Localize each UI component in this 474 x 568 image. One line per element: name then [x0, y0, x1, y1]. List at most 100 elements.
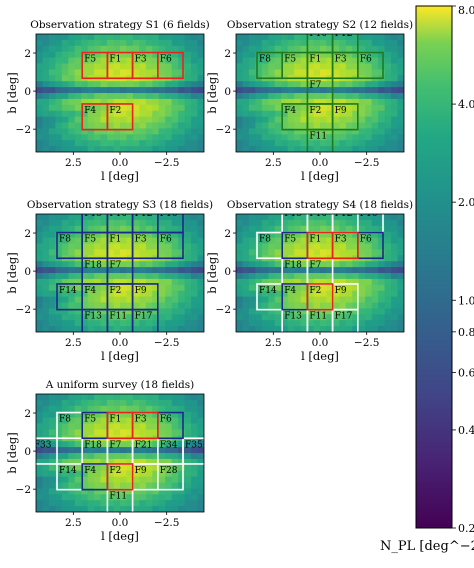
heatmap-cell: [339, 110, 347, 118]
heatmap-cell: [300, 116, 308, 124]
heatmap-cell: [74, 290, 82, 298]
heatmap-cell: [397, 237, 404, 245]
heatmap-cell: [158, 69, 166, 76]
heatmap-cell: [107, 39, 115, 47]
field-f17: [131, 308, 159, 332]
heatmap-cell: [320, 267, 328, 274]
heatmap-cell: [107, 417, 115, 425]
heatmap-cell: [139, 69, 147, 76]
heatmap-cell: [281, 34, 289, 41]
heatmap-cell: [184, 93, 192, 100]
heatmap-cell: [61, 57, 69, 65]
heatmap-cell: [197, 447, 204, 454]
heatmap-cell: [139, 237, 147, 245]
heatmap-cell: [100, 320, 108, 327]
heatmap-cell: [152, 417, 160, 425]
heatmap-cell: [132, 482, 140, 489]
heatmap-cell: [81, 308, 89, 315]
heatmap-cell: [384, 134, 392, 141]
heatmap-cell: [36, 45, 44, 53]
heatmap-cell: [358, 93, 366, 100]
heatmap-cell: [191, 75, 199, 82]
heatmap-cell: [36, 219, 44, 227]
heatmap-cell: [94, 267, 102, 274]
heatmap-cell: [358, 320, 366, 327]
heatmap-cell: [81, 231, 89, 239]
heatmap-cell: [139, 39, 147, 47]
heatmap-cell: [255, 34, 263, 41]
heatmap-cell: [184, 394, 192, 401]
heatmap-cell: [339, 134, 347, 141]
heatmap-cell: [171, 261, 179, 268]
field-f2: [306, 283, 334, 311]
heatmap-cell: [358, 296, 366, 304]
heatmap-cell: [191, 488, 199, 495]
heatmap-cell: [145, 506, 153, 512]
heatmap-cell: [132, 214, 140, 221]
heatmap-cell: [274, 63, 282, 70]
heatmap-cell: [48, 116, 56, 124]
heatmap-cell: [332, 128, 340, 135]
heatmap-cell: [191, 249, 199, 256]
heatmap-cell: [94, 494, 102, 501]
heatmap-cell: [152, 399, 160, 407]
heatmap-cell: [165, 417, 173, 425]
heatmap-cell: [42, 146, 50, 152]
heatmap-cell: [165, 278, 173, 286]
heatmap-cell: [36, 51, 44, 59]
heatmap-cell: [100, 134, 108, 141]
heatmap-cell: [158, 110, 166, 118]
heatmap-cell: [87, 39, 95, 47]
heatmap-cell: [171, 34, 179, 41]
heatmap-cell: [132, 284, 140, 292]
heatmap-cell: [191, 296, 199, 304]
heatmap-cell: [391, 320, 399, 327]
heatmap-cell: [248, 122, 256, 129]
heatmap-cell: [197, 290, 204, 298]
heatmap-cell: [397, 243, 404, 250]
heatmap-cell: [113, 63, 121, 70]
heatmap-cell: [87, 411, 95, 419]
heatmap-cell: [365, 93, 373, 100]
heatmap-cell: [139, 116, 147, 124]
heatmap-cell: [74, 63, 82, 70]
heatmap-cell: [378, 214, 386, 221]
heatmap-cell: [313, 57, 321, 65]
field-label: F3: [135, 55, 147, 65]
heatmap-cell: [197, 140, 204, 147]
heatmap-cell: [42, 488, 50, 495]
field-label: F11: [309, 132, 327, 142]
heatmap-cell: [120, 214, 128, 221]
colorbar-tick-label: 0.8: [458, 326, 474, 339]
heatmap-cell: [171, 39, 179, 47]
heatmap-cell: [145, 290, 153, 298]
heatmap-cell: [74, 423, 82, 430]
heatmap-cell: [158, 122, 166, 129]
heatmap-cell: [126, 429, 134, 436]
heatmap-cell: [113, 453, 121, 460]
heatmap-cell: [197, 314, 204, 321]
heatmap-cell: [165, 302, 173, 309]
heatmap-cell: [294, 122, 302, 129]
heatmap-cell: [332, 231, 340, 239]
heatmap-cell: [165, 249, 173, 256]
heatmap-cell: [42, 134, 50, 141]
heatmap-cell: [274, 284, 282, 292]
heatmap-cell: [145, 482, 153, 489]
heatmap-cell: [320, 122, 328, 129]
heatmap-cell: [42, 63, 50, 70]
heatmap-cell: [68, 34, 76, 41]
heatmap-cell: [326, 110, 334, 118]
heatmap-cell: [378, 237, 386, 245]
heatmap-cell: [87, 290, 95, 298]
heatmap-cell: [358, 225, 366, 233]
heatmap-cell: [397, 93, 404, 100]
heatmap-cell: [294, 237, 302, 245]
heatmap-cell: [300, 81, 308, 88]
heatmap-cell: [300, 57, 308, 65]
heatmap-cell: [120, 57, 128, 65]
heatmap-cell: [61, 267, 69, 274]
heatmap-cell: [61, 405, 69, 413]
heatmap-cell: [48, 57, 56, 65]
heatmap-cell: [384, 140, 392, 147]
